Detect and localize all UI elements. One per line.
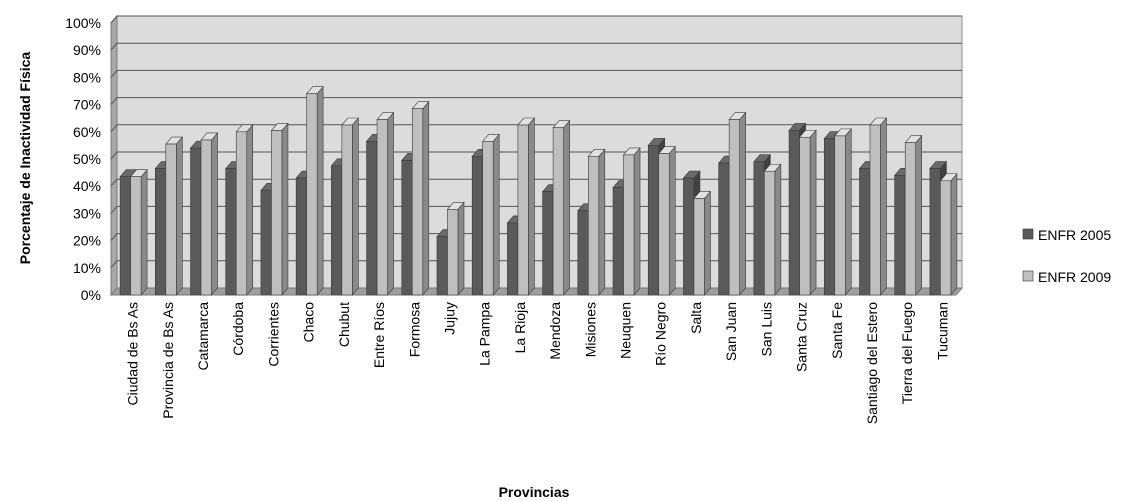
- gridline-side: [110, 151, 118, 160]
- gridline-side: [110, 260, 118, 269]
- x-tick-label: Salta: [688, 302, 704, 334]
- x-tick-label: La Rioja: [512, 302, 528, 354]
- x-tick-label: Santa Fe: [829, 302, 845, 359]
- x-tick-label: Neuquen: [618, 302, 634, 359]
- y-tick-label: 40%: [73, 178, 101, 194]
- legend-swatch: [1022, 228, 1034, 240]
- y-tick-label: 10%: [73, 260, 101, 276]
- bar: [200, 132, 219, 296]
- x-tick-label: Jujuy: [441, 302, 457, 335]
- bar: [341, 117, 360, 296]
- plot-floor: [109, 287, 964, 296]
- bar: [165, 136, 183, 296]
- bar: [798, 129, 817, 296]
- bar: [376, 111, 395, 296]
- bar: [552, 119, 571, 296]
- y-tick-label: 50%: [73, 151, 101, 167]
- gridline-side: [110, 15, 118, 24]
- bar: [869, 117, 888, 296]
- bar: [728, 111, 747, 296]
- bar: [904, 134, 923, 296]
- y-tick-label: 0%: [81, 287, 101, 303]
- legend-label: ENFR 2005: [1038, 227, 1111, 243]
- x-axis-tick-labels: Ciudad de Bs As Provincia de Bs As Catamar…: [125, 302, 951, 424]
- x-tick-label: Catamarca: [195, 302, 211, 371]
- x-tick-label: San Luis: [758, 302, 774, 356]
- gridline-side: [110, 124, 118, 133]
- y-tick-label: 20%: [73, 233, 101, 249]
- bar: [270, 122, 289, 296]
- bar: [939, 172, 958, 296]
- bar: [446, 201, 465, 296]
- bar: [693, 190, 712, 296]
- y-tick-label: 90%: [73, 42, 101, 58]
- gridline-side: [110, 42, 118, 51]
- bar: [834, 128, 852, 296]
- bar: [482, 133, 500, 296]
- bar: [622, 147, 641, 296]
- x-tick-label: Córdoba: [230, 302, 246, 356]
- legend-label: ENFR 2009: [1038, 269, 1111, 285]
- gridlines: [110, 15, 962, 269]
- legend-swatch: [1022, 270, 1034, 282]
- bar: [517, 117, 536, 296]
- x-tick-label: Tucuman: [934, 302, 950, 360]
- bar: [235, 123, 254, 296]
- bar: [658, 145, 676, 296]
- x-tick-label: La Pampa: [477, 302, 493, 366]
- gridline-side: [110, 97, 118, 105]
- y-tick-label: 60%: [73, 124, 101, 140]
- x-tick-label: Chaco: [301, 302, 317, 343]
- y-tick-label: 100%: [65, 15, 101, 31]
- x-tick-label: Corrientes: [265, 302, 281, 367]
- bar: [587, 148, 606, 296]
- y-tick-label: 80%: [73, 69, 101, 85]
- x-tick-label: Río Negro: [653, 302, 669, 366]
- x-tick-label: Mendoza: [547, 302, 563, 360]
- bar: [411, 100, 430, 296]
- x-tick-label: San Juan: [723, 302, 739, 361]
- bar: [129, 168, 148, 296]
- y-tick-label: 30%: [73, 205, 101, 221]
- gridline-side: [110, 233, 118, 241]
- x-tick-label: Santiago del Estero: [864, 302, 880, 424]
- x-tick-label: Tierra del Fuego: [899, 302, 915, 404]
- y-axis-ticks: 0% 10% 20% 30% 40% 50% 60% 70% 80% 90% 100%: [65, 15, 101, 303]
- bar: [763, 163, 782, 296]
- gridline-side: [110, 70, 118, 78]
- y-tick-label: 70%: [73, 97, 101, 113]
- x-tick-label: Formosa: [406, 302, 422, 357]
- x-tick-label: Misiones: [582, 302, 598, 357]
- x-tick-label: Entre Ríos: [371, 302, 387, 368]
- x-tick-label: Provincia de Bs As: [160, 302, 176, 419]
- bar: [305, 85, 324, 296]
- x-tick-label: Santa Cruz: [794, 302, 810, 372]
- x-tick-label: Chubut: [336, 302, 352, 347]
- y-axis-title: Porcentaje de Inactividad Física: [17, 52, 33, 265]
- gridline-side: [110, 178, 118, 187]
- x-tick-label: Ciudad de Bs As: [125, 302, 141, 406]
- bars: [119, 85, 958, 296]
- legend: ENFR 2005 ENFR 2009: [1022, 227, 1111, 285]
- x-axis-title: Provincias: [499, 484, 570, 500]
- gridline-side: [110, 206, 118, 214]
